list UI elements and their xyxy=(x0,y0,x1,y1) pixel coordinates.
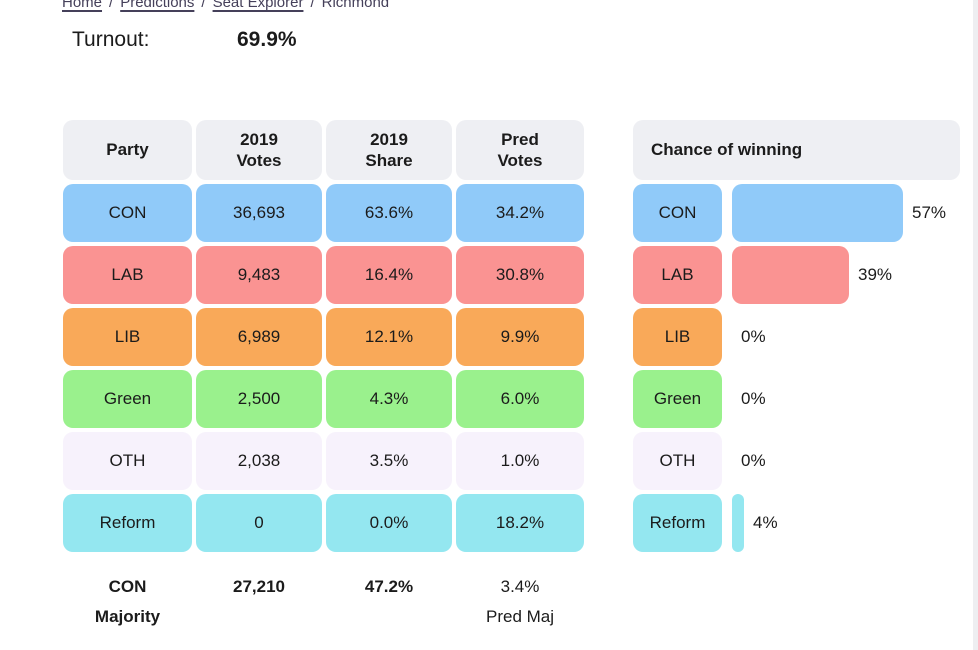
lab-pred-cell: 30.8% xyxy=(456,246,584,304)
chance-row-con: CON 57% xyxy=(633,184,978,242)
chance-percentage: 57% xyxy=(912,203,947,222)
lib-share-cell: 12.1% xyxy=(326,308,452,366)
lib-party-cell: LIB xyxy=(63,308,192,366)
lab-votes-cell: 9,483 xyxy=(196,246,322,304)
majority-share: 47.2% xyxy=(364,577,414,596)
con-party-cell: CON xyxy=(63,184,192,242)
green-share-cell: 4.3% xyxy=(326,370,452,428)
breadcrumb-current-seat: Richmond xyxy=(321,0,390,11)
chance-of-winning-panel: Chance of winning CON 57% LAB 39% LIB 0%… xyxy=(633,120,978,556)
green-party-cell: Green xyxy=(63,370,192,428)
green-pred-cell: 6.0% xyxy=(456,370,584,428)
chance-row-lib: LIB 0% xyxy=(633,308,978,366)
majority-label: CON Majority xyxy=(94,577,161,626)
chance-percentage: 0% xyxy=(741,451,766,470)
lab-share-cell: 16.4% xyxy=(326,246,452,304)
breadcrumb: Home / Predictions / Seat Explorer / Richmond xyxy=(62,0,389,11)
chance-of-winning-title: Chance of winning xyxy=(633,120,960,180)
turnout-row: Turnout: 69.9% xyxy=(72,28,297,52)
breadcrumb-link-predictions[interactable]: Predictions xyxy=(120,0,195,11)
majority-votes: 27,210 xyxy=(233,577,285,596)
table-footer: CON Majority 27,210 47.2% 3.4% Pred Maj xyxy=(63,572,584,632)
con-votes-cell: 36,693 xyxy=(196,184,322,242)
column-header-2019-votes: 2019 Votes xyxy=(196,120,322,180)
party-cell: Green xyxy=(633,370,722,428)
oth-share-cell: 3.5% xyxy=(326,432,452,490)
chance-row-green: Green 0% xyxy=(633,370,978,428)
chance-row-lab: LAB 39% xyxy=(633,246,978,304)
turnout-value: 69.9% xyxy=(237,28,297,51)
reform-votes-cell: 0 xyxy=(196,494,322,552)
lib-votes-cell: 6,989 xyxy=(196,308,322,366)
chance-percentage: 39% xyxy=(858,265,893,284)
chance-bar xyxy=(732,246,849,304)
predicted-majority: 3.4% Pred Maj xyxy=(485,577,555,626)
party-cell: LAB xyxy=(633,246,722,304)
oth-party-cell: OTH xyxy=(63,432,192,490)
results-table: Party 2019 Votes 2019 Share Pred Votes C… xyxy=(63,120,584,552)
chance-percentage: 0% xyxy=(741,389,766,408)
chance-percentage: 0% xyxy=(741,327,766,346)
party-cell: CON xyxy=(633,184,722,242)
breadcrumb-separator: / xyxy=(201,0,206,11)
con-share-cell: 63.6% xyxy=(326,184,452,242)
chance-row-reform: Reform 4% xyxy=(633,494,978,552)
reform-share-cell: 0.0% xyxy=(326,494,452,552)
oth-pred-cell: 1.0% xyxy=(456,432,584,490)
breadcrumb-link-seat-explorer[interactable]: Seat Explorer xyxy=(212,0,304,11)
lib-pred-cell: 9.9% xyxy=(456,308,584,366)
column-header-pred-votes: Pred Votes xyxy=(456,120,584,180)
chance-row-oth: OTH 0% xyxy=(633,432,978,490)
column-header-2019-share: 2019 Share xyxy=(326,120,452,180)
chance-bar xyxy=(732,184,903,242)
reform-party-cell: Reform xyxy=(63,494,192,552)
chance-percentage: 4% xyxy=(753,513,778,532)
breadcrumb-link-home[interactable]: Home xyxy=(62,0,103,11)
turnout-label: Turnout: xyxy=(72,28,150,51)
party-cell: LIB xyxy=(633,308,722,366)
party-cell: Reform xyxy=(633,494,722,552)
lab-party-cell: LAB xyxy=(63,246,192,304)
chance-bar xyxy=(732,494,744,552)
con-pred-cell: 34.2% xyxy=(456,184,584,242)
party-cell: OTH xyxy=(633,432,722,490)
scrollbar-track[interactable] xyxy=(973,0,978,650)
reform-pred-cell: 18.2% xyxy=(456,494,584,552)
oth-votes-cell: 2,038 xyxy=(196,432,322,490)
breadcrumb-separator: / xyxy=(310,0,315,11)
breadcrumb-separator: / xyxy=(109,0,114,11)
green-votes-cell: 2,500 xyxy=(196,370,322,428)
column-header-party: Party xyxy=(63,120,192,180)
